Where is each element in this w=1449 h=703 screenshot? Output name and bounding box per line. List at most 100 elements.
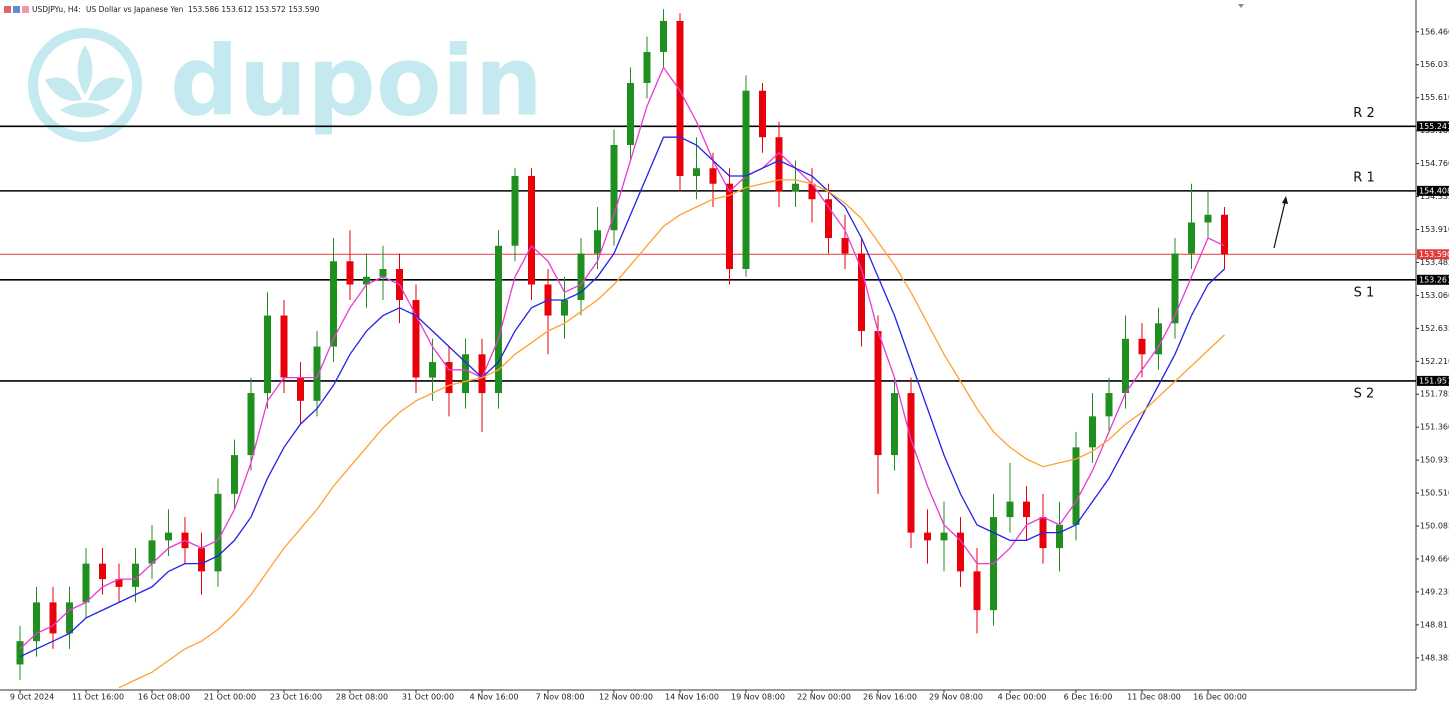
- y-tick-label: 149.660: [1420, 554, 1449, 563]
- level-price: 153.261: [1419, 275, 1449, 284]
- x-tick-label: 6 Dec 16:00: [1064, 693, 1113, 702]
- x-tick-label: 16 Dec 00:00: [1193, 693, 1247, 702]
- x-tick-label: 22 Nov 00:00: [797, 693, 851, 702]
- candle-body: [676, 20, 684, 176]
- candle-body: [594, 230, 601, 254]
- price-box: [1417, 249, 1449, 260]
- candle-body: [940, 532, 948, 541]
- candle-body: [132, 563, 139, 587]
- x-tick-label: 11 Dec 08:00: [1127, 693, 1181, 702]
- level-name: R 1: [1353, 170, 1374, 185]
- level-price: 155.241: [1419, 122, 1449, 131]
- candle-body: [792, 183, 799, 192]
- level-name: R 2: [1353, 106, 1374, 121]
- y-tick-label: 150.935: [1420, 456, 1449, 465]
- level-name: S 1: [1354, 285, 1375, 300]
- x-tick-label: 21 Oct 00:00: [204, 693, 256, 702]
- candle-body: [16, 641, 24, 665]
- level-price-box: [1417, 274, 1449, 285]
- candle-body: [214, 493, 222, 572]
- candle-body: [1072, 447, 1080, 525]
- candle-body: [99, 563, 106, 580]
- x-tick-label: 23 Oct 16:00: [270, 693, 322, 702]
- level-price-box: [1417, 121, 1449, 132]
- candle-body: [49, 602, 57, 634]
- y-tick-label: 151.360: [1420, 423, 1449, 432]
- y-tick-label: 150.085: [1420, 522, 1449, 531]
- y-tick-label: 149.235: [1420, 587, 1449, 596]
- y-tick-label: 150.510: [1420, 489, 1449, 498]
- candle-body: [82, 563, 90, 603]
- candle-body: [1221, 214, 1228, 255]
- icon: [4, 6, 11, 13]
- x-tick-label: 31 Oct 00:00: [402, 693, 454, 702]
- y-tick-label: 153.060: [1420, 291, 1449, 300]
- candle-body: [808, 183, 816, 200]
- candle-body: [330, 261, 337, 347]
- candle-body: [957, 532, 964, 572]
- dropdown-icon[interactable]: [1238, 4, 1244, 8]
- candle-body: [1188, 222, 1195, 254]
- y-tick-label: 156.035: [1420, 60, 1449, 69]
- candle-body: [280, 315, 288, 378]
- candle-body: [346, 261, 354, 285]
- candle-body: [742, 90, 750, 270]
- candle-body: [627, 82, 634, 145]
- candle-body: [429, 362, 436, 378]
- candle-body: [33, 602, 40, 642]
- candle-body: [1122, 338, 1129, 394]
- candle-body: [709, 168, 717, 184]
- candle-body: [841, 238, 849, 254]
- level-price-box: [1417, 185, 1449, 196]
- candle-body: [462, 354, 469, 394]
- candle-body: [165, 532, 172, 541]
- candle-body: [1089, 416, 1096, 448]
- candle-body: [924, 532, 931, 541]
- candle-body: [1138, 338, 1146, 355]
- candle-body: [264, 315, 271, 394]
- level-price: 151.957: [1419, 376, 1449, 385]
- x-tick-label: 26 Nov 16:00: [863, 693, 917, 702]
- x-tick-label: 7 Nov 08:00: [536, 693, 585, 702]
- icon: [13, 6, 20, 13]
- candle-body: [495, 245, 502, 394]
- candle-body: [1204, 214, 1212, 223]
- candle-body: [1155, 323, 1162, 355]
- candle-body: [412, 300, 420, 378]
- arrow-head: [1282, 196, 1288, 204]
- y-tick-label: 152.635: [1420, 324, 1449, 333]
- candle-body: [1056, 524, 1063, 549]
- arrow: [1273, 197, 1287, 249]
- y-tick-label: 148.81: [1420, 620, 1448, 629]
- candle-body: [297, 377, 304, 401]
- x-tick-label: 16 Oct 08:00: [138, 693, 190, 702]
- candle-body: [775, 137, 783, 192]
- candle-body: [1023, 501, 1030, 518]
- candle-body: [66, 602, 73, 634]
- moving-average: [118, 179, 1225, 689]
- icon: [22, 6, 29, 13]
- x-tick-label: 9 Oct 2024: [10, 693, 54, 702]
- candle-body: [379, 269, 387, 277]
- x-tick-label: 4 Nov 16:00: [470, 693, 519, 702]
- level-name: S 2: [1354, 386, 1375, 401]
- y-tick-label: 156.460: [1420, 27, 1449, 36]
- symbol: USDJPYu, H4:: [32, 5, 81, 14]
- candle-body: [511, 175, 519, 246]
- candle-body: [1006, 501, 1014, 518]
- candle-body: [693, 168, 700, 176]
- quote: 153.586 153.612 153.572 153.590: [188, 5, 319, 14]
- x-tick-label: 29 Nov 08:00: [929, 693, 983, 702]
- watermark-logo: [28, 28, 142, 142]
- candle-body: [247, 393, 255, 456]
- candle-body: [313, 346, 321, 401]
- description: US Dollar vs Japanese Yen: [86, 5, 184, 14]
- y-tick-label: 153.910: [1420, 225, 1449, 234]
- moving-average: [19, 66, 1225, 650]
- candle-body: [445, 362, 453, 394]
- candle-body: [1171, 253, 1179, 324]
- x-tick-label: 11 Oct 16:00: [72, 693, 124, 702]
- level-price: 154.408: [1419, 186, 1449, 195]
